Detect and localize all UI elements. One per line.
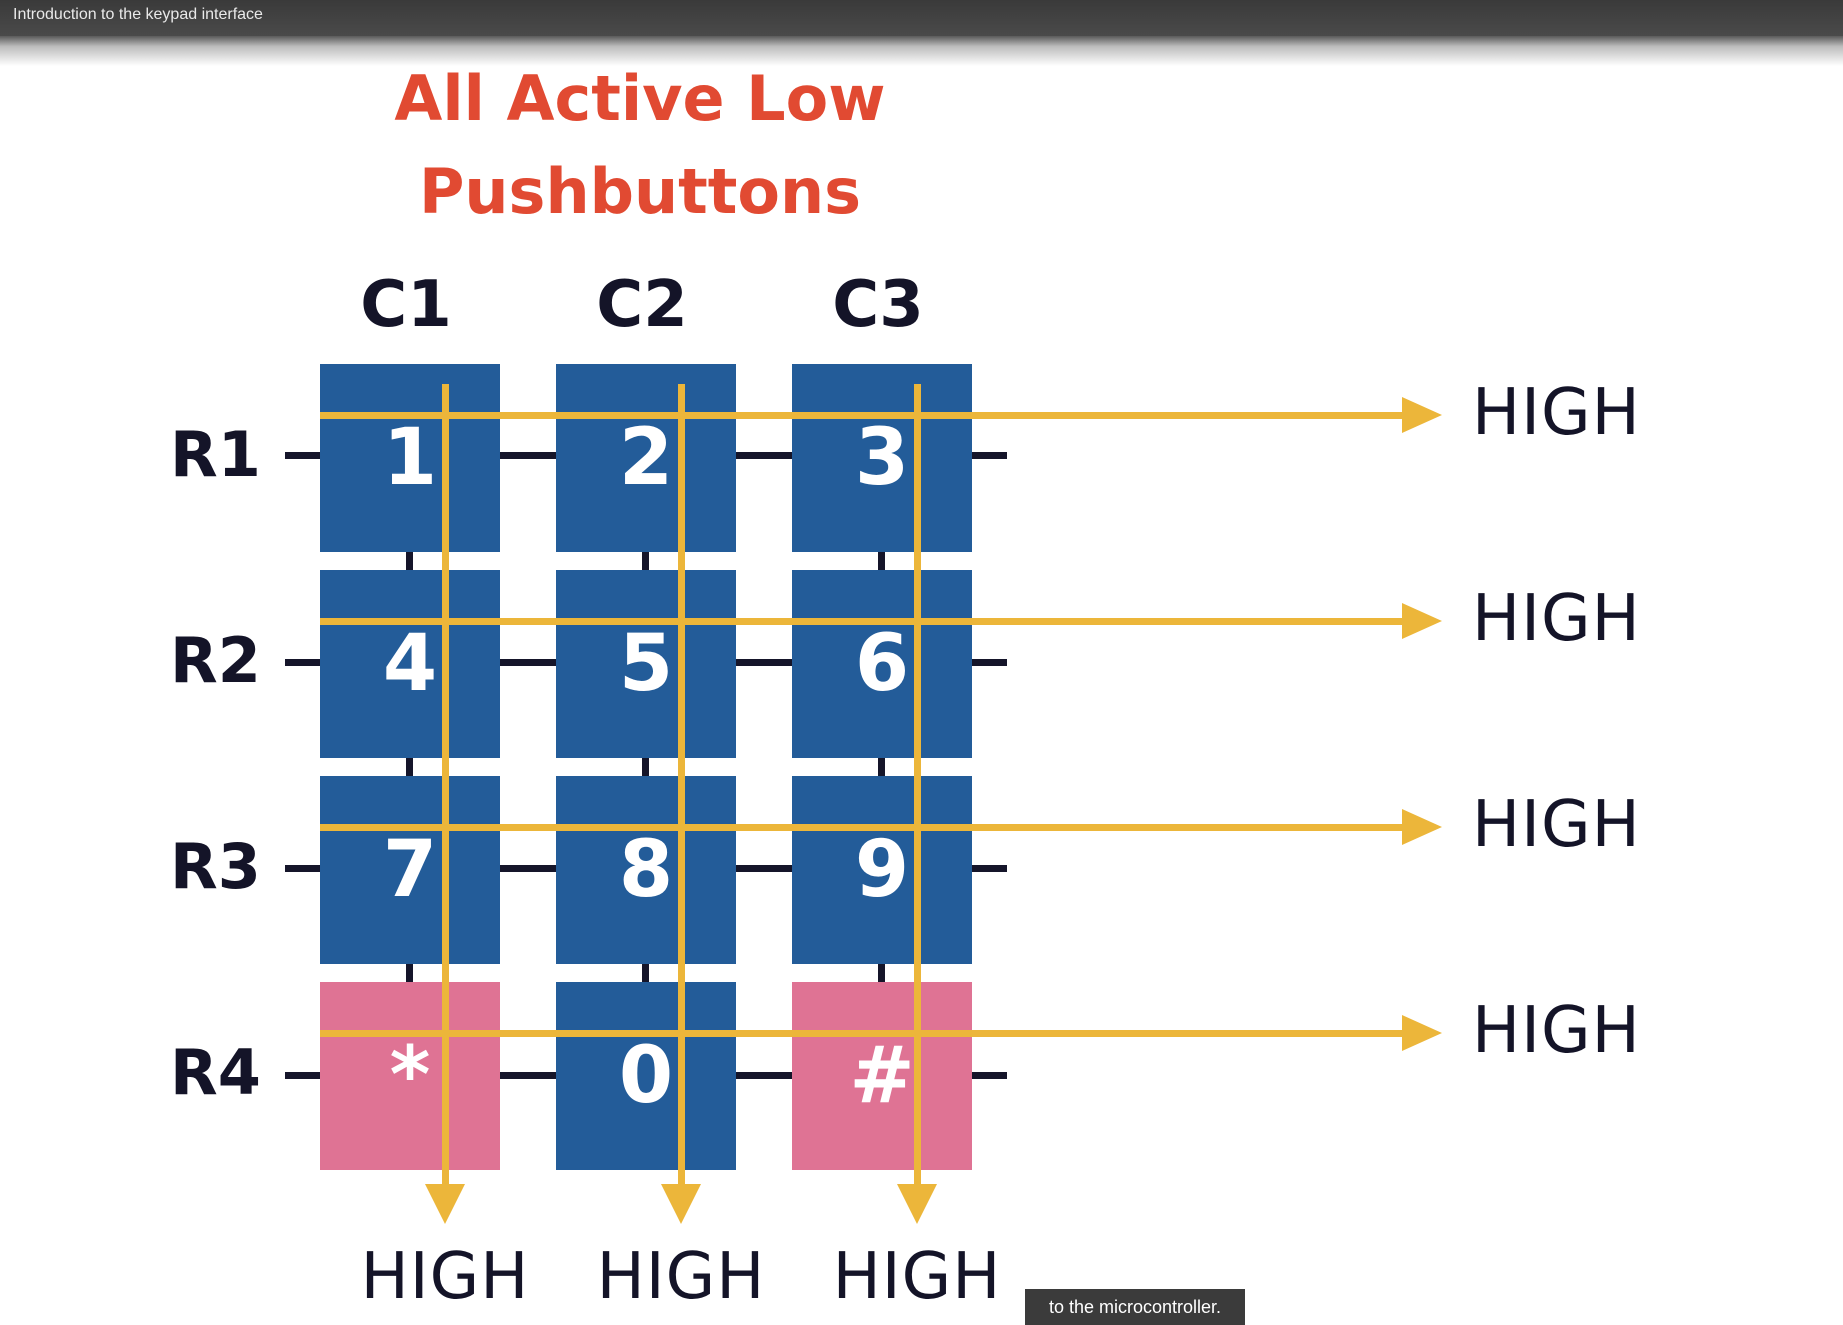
slide-heading-line2: Pushbuttons — [418, 155, 862, 228]
row-output-r4: HIGH — [1472, 994, 1641, 1068]
column-arrow-line-c1 — [442, 384, 449, 1190]
column-output-c2: HIGH — [596, 1240, 766, 1314]
arrow-right-icon — [1402, 603, 1442, 639]
key-label: * — [389, 1031, 431, 1121]
key-label: 0 — [618, 1031, 674, 1121]
key-hash: # — [792, 982, 972, 1170]
key-8: 8 — [556, 776, 736, 964]
row-output-r2: HIGH — [1472, 582, 1641, 656]
key-star: * — [320, 982, 500, 1170]
arrow-down-icon — [661, 1184, 701, 1224]
row-arrow-line-r2 — [320, 618, 1406, 625]
column-arrow-line-c3 — [914, 384, 921, 1190]
arrow-right-icon — [1402, 809, 1442, 845]
arrow-right-icon — [1402, 397, 1442, 433]
row-output-r3: HIGH — [1472, 788, 1641, 862]
key-9: 9 — [792, 776, 972, 964]
row-label-r3: R3 — [170, 830, 261, 903]
key-label: 7 — [382, 825, 438, 915]
video-subtitle-caption: to the microcontroller. — [1025, 1289, 1245, 1325]
row-arrow-line-r4 — [320, 1030, 1406, 1037]
key-1: 1 — [320, 364, 500, 552]
key-label: 2 — [618, 413, 674, 503]
key-label: 4 — [382, 619, 438, 709]
arrow-down-icon — [425, 1184, 465, 1224]
row-arrow-line-r3 — [320, 824, 1406, 831]
column-label-c3: C3 — [832, 268, 924, 342]
key-5: 5 — [556, 570, 736, 758]
column-output-c3: HIGH — [832, 1240, 1002, 1314]
row-label-r4: R4 — [170, 1036, 261, 1109]
column-output-c1: HIGH — [360, 1240, 530, 1314]
column-label-c2: C2 — [596, 268, 688, 342]
key-7: 7 — [320, 776, 500, 964]
video-title-bar: Introduction to the keypad interface — [0, 0, 1843, 36]
key-label: 1 — [382, 413, 438, 503]
key-label: 6 — [854, 619, 910, 709]
key-3: 3 — [792, 364, 972, 552]
arrow-down-icon — [897, 1184, 937, 1224]
key-0: 0 — [556, 982, 736, 1170]
row-arrow-line-r1 — [320, 412, 1406, 419]
key-6: 6 — [792, 570, 972, 758]
key-label: # — [849, 1031, 915, 1121]
arrow-right-icon — [1402, 1015, 1442, 1051]
video-title: Introduction to the keypad interface — [13, 6, 263, 23]
slide-heading-line1: All Active Low — [394, 62, 886, 135]
column-arrow-line-c2 — [678, 384, 685, 1190]
column-label-c1: C1 — [360, 268, 452, 342]
key-label: 3 — [854, 413, 910, 503]
row-label-r1: R1 — [170, 418, 261, 491]
key-2: 2 — [556, 364, 736, 552]
title-bar-shadow — [0, 36, 1843, 66]
row-label-r2: R2 — [170, 624, 261, 697]
key-4: 4 — [320, 570, 500, 758]
row-output-r1: HIGH — [1472, 376, 1641, 450]
key-label: 5 — [618, 619, 674, 709]
key-label: 8 — [618, 825, 674, 915]
key-label: 9 — [854, 825, 910, 915]
